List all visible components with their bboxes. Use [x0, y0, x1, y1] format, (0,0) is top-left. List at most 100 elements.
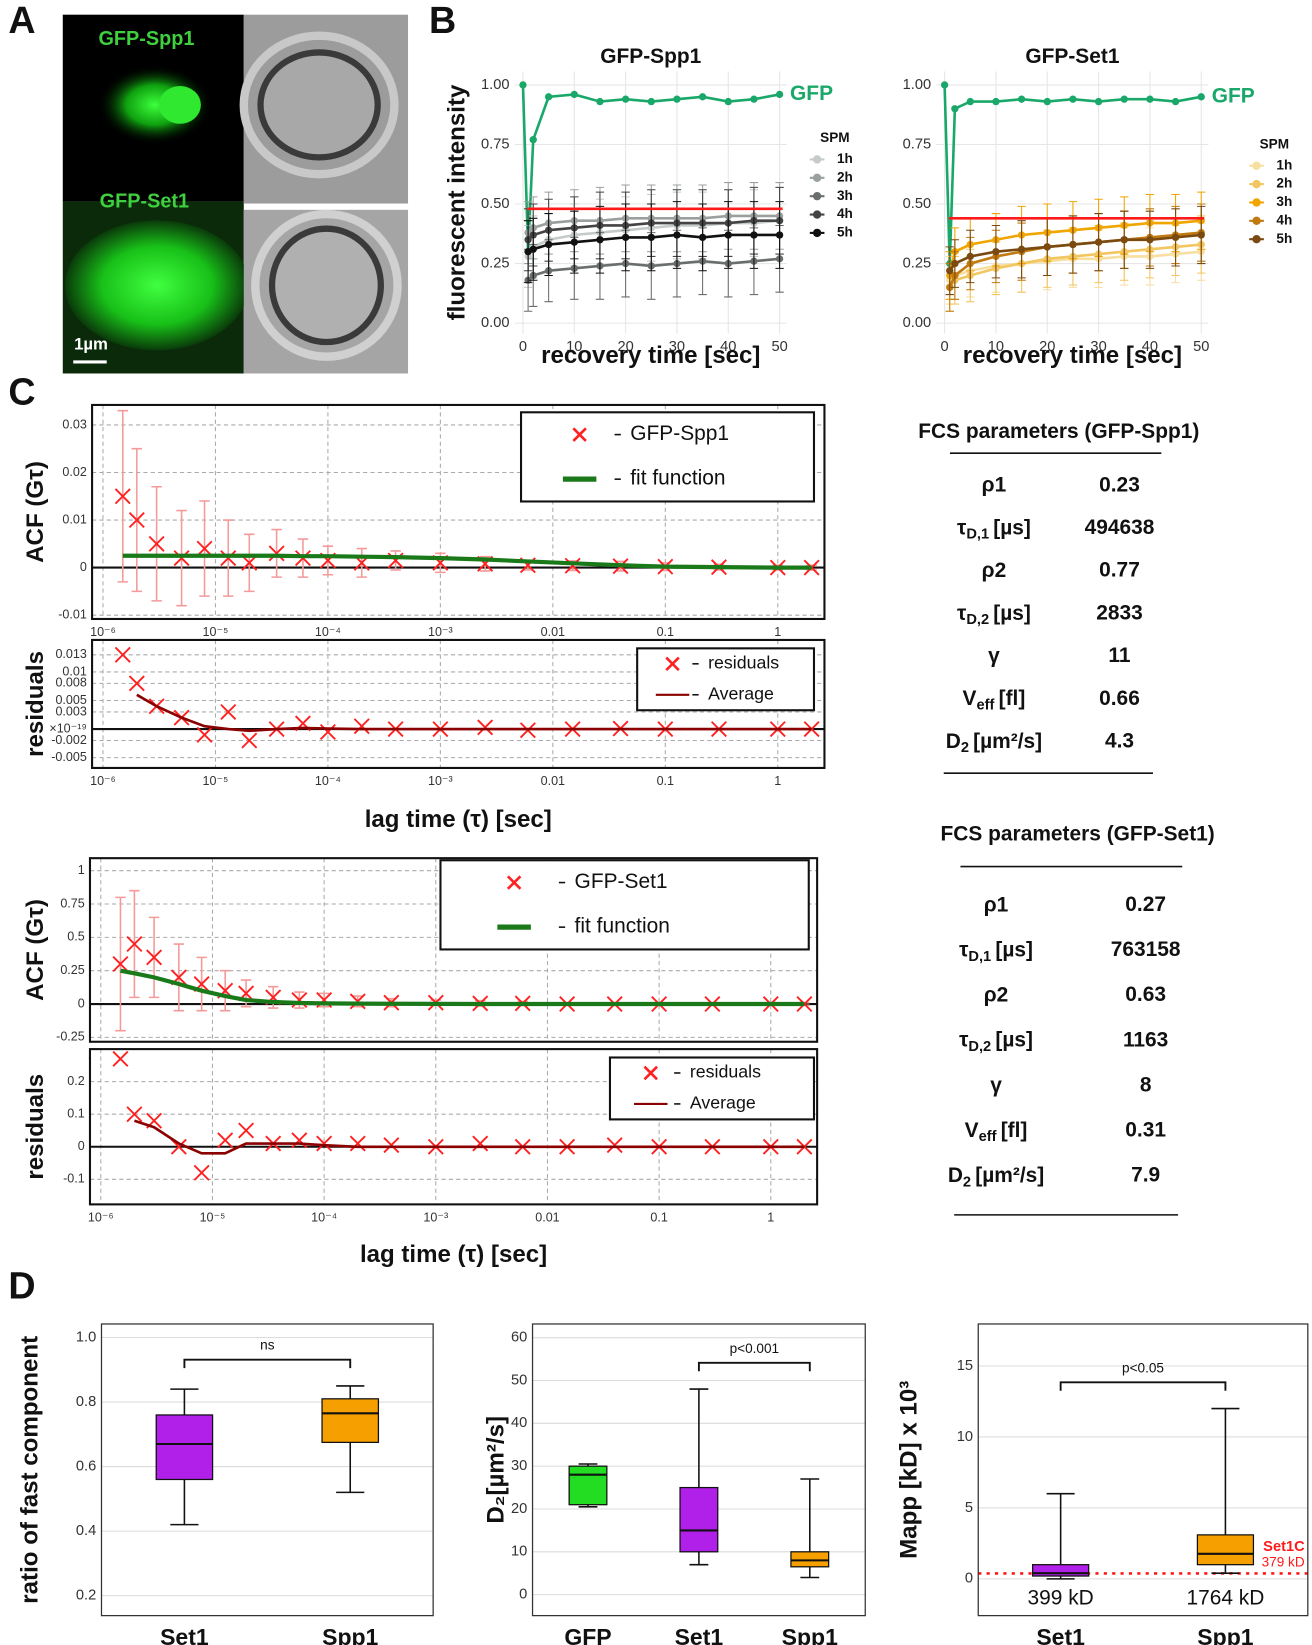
y-tick-label: 0.25: [481, 255, 509, 271]
data-point: [220, 703, 237, 720]
plot-frame: [91, 638, 826, 769]
x-tick-label: 50: [771, 339, 787, 355]
image: [257, 49, 381, 161]
parameter-value: 0.23: [1099, 473, 1140, 496]
parameter-value: 494638: [1085, 516, 1155, 539]
parameter-unit: [µs]: [995, 938, 1033, 961]
data-point: [606, 1137, 623, 1154]
significance-bracket: [697, 1361, 811, 1372]
data-point: [1043, 243, 1051, 251]
y-tick-label: 1.00: [903, 77, 931, 93]
y-tick-label: 10: [957, 1429, 973, 1445]
parameter-label: τD,1 [µs]: [957, 516, 1031, 543]
legend-symbol: [812, 155, 822, 164]
y-tick-label: 0: [78, 996, 85, 1010]
data-point: [1069, 240, 1077, 249]
x-tick-label: 10⁻³: [428, 774, 453, 788]
y-tick-label: 0: [80, 560, 87, 574]
legend-label: 1h: [1276, 157, 1292, 172]
data-point: [519, 81, 527, 89]
series-line: [527, 257, 780, 282]
image: [159, 86, 201, 124]
x-tick-label: Set1: [1036, 1624, 1085, 1645]
parameter-value: 0.31: [1125, 1118, 1166, 1141]
image: [239, 31, 399, 179]
parameter-symbol: ρ1: [982, 473, 1007, 496]
data-point: [803, 559, 820, 576]
chart-title: GFP-Set1: [1025, 45, 1119, 68]
y-tick-label: 0.4: [76, 1523, 96, 1539]
y-tick-label: -0.1: [63, 1172, 85, 1186]
x-tick-label: 10⁻⁶: [88, 1210, 114, 1224]
legend-symbol: [812, 228, 822, 238]
data-point: [1043, 97, 1051, 106]
legend-label: 3h: [1276, 194, 1292, 209]
data-point: [724, 97, 732, 106]
data-point: [220, 550, 237, 567]
median-label: 399 kD: [1028, 1586, 1094, 1609]
legend-label: 1h: [837, 151, 853, 166]
parameter-value: 1163: [1123, 1028, 1168, 1051]
parameter-value: 0.63: [1125, 983, 1166, 1006]
y-axis-label: ACF (Gτ): [22, 899, 49, 1001]
legend-box: [519, 411, 816, 503]
legend-symbol: [812, 191, 822, 201]
y-tick-label: 30: [511, 1458, 527, 1474]
parameter-label: ρ2: [984, 983, 1009, 1006]
data-point: [173, 550, 190, 567]
data-point: [951, 105, 959, 113]
y-tick-label: 0.50: [481, 196, 509, 212]
data-point: [196, 726, 213, 743]
box: [568, 1465, 608, 1506]
y-tick-label: 20: [511, 1501, 527, 1517]
panel-label: B: [429, 0, 456, 41]
data-point: [1069, 95, 1077, 103]
parameter-subscript: D,1: [966, 527, 989, 543]
y-tick-label: 0.1: [67, 1107, 84, 1121]
x-axis-label: recovery time [sec]: [963, 342, 1182, 369]
y-tick-label: -0.002: [51, 733, 87, 747]
data-point: [291, 1132, 308, 1149]
plot-frame: [91, 403, 826, 621]
panel-label: C: [8, 370, 35, 412]
data-point: [564, 557, 581, 574]
box: [1031, 1564, 1090, 1577]
panel-label: D: [8, 1264, 35, 1306]
parameter-value: 4.3: [1105, 729, 1134, 752]
data-point: [544, 93, 553, 101]
x-tick-label: 20: [617, 339, 633, 355]
data-point: [1197, 93, 1205, 101]
parameter-symbol: V: [965, 1118, 979, 1141]
y-tick-label: 0.75: [903, 136, 931, 152]
x-tick-label: 1: [774, 625, 781, 639]
median-label: 1764 kD: [1186, 1586, 1264, 1609]
legend-box: [439, 859, 810, 951]
parameter-unit: [µs]: [993, 601, 1031, 624]
x-tick-label: 40: [720, 339, 736, 355]
data-point: [596, 236, 604, 244]
data-point: [241, 554, 258, 571]
legend-title: SPM: [820, 130, 849, 145]
data-point: [268, 545, 285, 562]
y-tick-label: 50: [511, 1372, 527, 1388]
significance-label: ns: [260, 1338, 275, 1353]
x-tick-label: 10⁻³: [423, 1210, 448, 1224]
series-line: [134, 1119, 805, 1155]
data-point: [775, 90, 784, 99]
y-tick-label: -0.005: [51, 750, 87, 764]
data-point: [966, 252, 974, 261]
legend-label: Average: [690, 1093, 756, 1113]
y-tick-label: 40: [511, 1415, 527, 1431]
plot-frame: [88, 857, 819, 1043]
y-axis-label: D₂[µm²/s]: [482, 1416, 509, 1524]
data-point: [647, 233, 655, 242]
y-tick-label: 5: [965, 1500, 973, 1516]
x-axis-label: recovery time [sec]: [541, 342, 760, 369]
data-point: [647, 97, 655, 106]
data-point: [241, 732, 258, 749]
x-tick-label: 0.01: [535, 1210, 559, 1224]
x-tick-label: 0.1: [650, 1210, 667, 1224]
series-line: [948, 243, 1202, 289]
y-tick-label: -0.25: [56, 1030, 85, 1044]
data-point: [148, 535, 165, 552]
